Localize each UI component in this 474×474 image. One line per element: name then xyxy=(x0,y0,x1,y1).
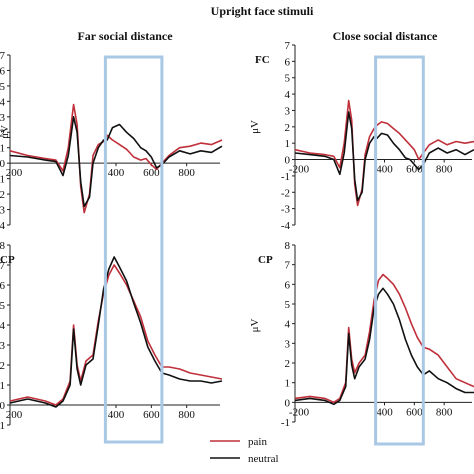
x-tick-label: 600 xyxy=(406,406,423,418)
series-line-pain xyxy=(294,99,474,207)
x-tick-label: 200 xyxy=(6,409,23,421)
x-tick-label: 200 xyxy=(6,167,23,179)
y-tick-label: 3 xyxy=(0,340,6,352)
y-axis-label: μV xyxy=(0,125,11,139)
x-tick-label: 800 xyxy=(436,406,453,418)
y-tick-label: 7 xyxy=(285,260,291,272)
y-tick-label: 4 xyxy=(285,89,291,101)
y-tick-label: 0 xyxy=(0,158,6,170)
legend: pain neutral xyxy=(210,436,279,465)
series-line-neutral xyxy=(9,256,223,408)
series-line-neutral xyxy=(9,116,223,208)
y-tick-label: 1 xyxy=(285,378,291,390)
panel-far-fc: -4 -3 -2 -1 0 1 2 3 4 5 6 7 200 400 600 800 μV xyxy=(0,50,223,232)
y-tick-label: 1 xyxy=(0,143,5,155)
y-tick-label: 6 xyxy=(0,280,6,292)
y-tick-label: -1 xyxy=(0,174,5,186)
y-tick-label: 4 xyxy=(0,96,6,108)
electrode-label: CP xyxy=(258,254,273,266)
y-tick-label: 7 xyxy=(285,40,291,52)
y-tick-label: 3 xyxy=(285,338,291,350)
y-tick-label: -3 xyxy=(0,205,5,217)
y-tick-label: 6 xyxy=(285,279,291,291)
x-tick-label: 600 xyxy=(143,409,160,421)
y-tick-label: -1 xyxy=(281,171,290,183)
y-tick-label: 0 xyxy=(285,397,291,409)
y-tick-label: 0 xyxy=(285,155,291,167)
y-tick-label: 5 xyxy=(0,300,6,312)
series-line-neutral xyxy=(294,111,474,202)
y-tick-label: 6 xyxy=(0,65,6,77)
highlight-window-right xyxy=(374,55,425,446)
x-tick-label: 600 xyxy=(143,167,160,179)
panel-close-cp: -1 0 1 2 3 4 5 6 7 8 -200 400 600 800 μV CP xyxy=(249,240,474,429)
panels: -4-3-2-101234567200400600800μV-4-3-2-101… xyxy=(0,40,474,432)
y-tick-label: 6 xyxy=(285,56,291,68)
y-tick-label: -4 xyxy=(0,220,5,232)
y-tick-label: 2 xyxy=(285,358,291,370)
legend-label-neutral: neutral xyxy=(248,453,279,465)
series-line-neutral xyxy=(294,287,474,406)
panel-close-fc: -4 -3 -2 -1 0 1 2 3 4 5 6 7 -200 400 600 800 μV FC xyxy=(249,40,474,232)
electrode-label: CP xyxy=(0,254,15,266)
x-tick-label: 400 xyxy=(376,406,393,418)
series-line-pain xyxy=(9,264,223,406)
y-axis-label: μV xyxy=(249,120,261,134)
left-column-title: Far social distance xyxy=(77,29,173,43)
series-line-pain xyxy=(9,103,223,214)
y-tick-label: 5 xyxy=(285,299,291,311)
y-tick-label: 5 xyxy=(285,73,291,85)
y-tick-label: -1 xyxy=(281,417,290,429)
y-tick-label: 3 xyxy=(285,105,291,117)
x-tick-label: 400 xyxy=(108,167,125,179)
y-tick-label: 2 xyxy=(285,122,291,134)
y-tick-label: -3 xyxy=(281,204,291,216)
y-tick-label: 1 xyxy=(285,138,291,150)
y-tick-label: -1 xyxy=(0,420,5,432)
y-tick-label: 2 xyxy=(0,127,5,139)
y-tick-label: 7 xyxy=(0,260,6,272)
y-tick-label: 0 xyxy=(0,400,6,412)
y-tick-label: 5 xyxy=(0,81,6,93)
right-column-title: Close social distance xyxy=(333,29,438,43)
legend-label-pain: pain xyxy=(248,436,267,448)
highlight-window-left xyxy=(103,55,164,444)
y-tick-label: 2 xyxy=(0,360,5,372)
x-tick-label: -200 xyxy=(289,406,310,418)
series-line-pain xyxy=(294,273,474,404)
y-tick-label: 1 xyxy=(0,380,5,392)
y-tick-label: 8 xyxy=(0,240,6,252)
y-axis-label: μV xyxy=(249,319,261,333)
y-tick-label: 3 xyxy=(0,112,6,124)
y-tick-label: 4 xyxy=(0,320,6,332)
y-tick-label: -4 xyxy=(281,220,291,232)
x-tick-label: 800 xyxy=(436,164,453,176)
x-tick-label: 800 xyxy=(178,409,195,421)
x-tick-label: 400 xyxy=(108,409,125,421)
figure-title: Upright face stimuli xyxy=(211,4,314,18)
y-tick-label: -2 xyxy=(281,187,290,199)
y-tick-label: -2 xyxy=(0,189,5,201)
y-tick-label: 4 xyxy=(285,319,291,331)
x-tick-label: -200 xyxy=(289,164,310,176)
y-tick-label: 8 xyxy=(285,240,291,252)
x-tick-label: 800 xyxy=(178,167,195,179)
x-tick-label: 600 xyxy=(406,164,423,176)
y-tick-label: 7 xyxy=(0,50,6,62)
electrode-label: FC xyxy=(255,54,270,66)
panel-far-cp: -1 0 1 2 3 4 5 6 7 8 200 400 600 800 CP xyxy=(0,240,223,432)
x-tick-label: 400 xyxy=(376,164,393,176)
